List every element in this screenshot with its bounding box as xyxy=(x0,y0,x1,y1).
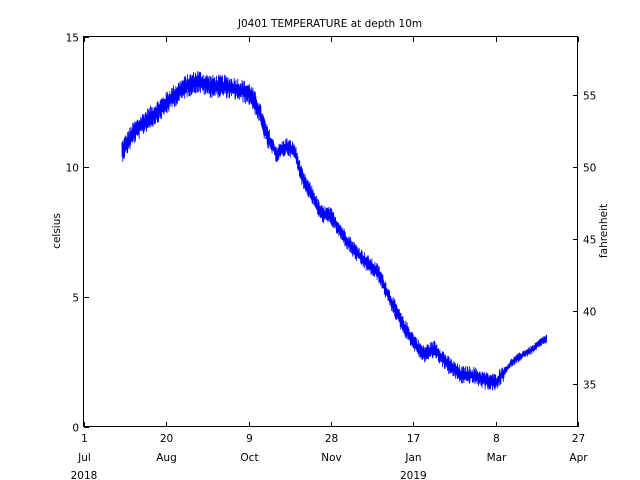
y-tick-label-right: 55 xyxy=(583,91,596,103)
x-tick-label-day: 27 xyxy=(572,433,585,445)
x-tick-label-day: 8 xyxy=(493,433,500,445)
y-tick-label-left: 0 xyxy=(72,423,79,435)
x-tick-label-day: 1 xyxy=(81,433,88,445)
series-line-0 xyxy=(121,71,548,391)
x-tick-label-month: Jan xyxy=(404,452,421,464)
plot-layer xyxy=(121,71,548,391)
y-tick-label-left: 10 xyxy=(66,163,79,175)
x-tick-label-day: 28 xyxy=(325,433,338,445)
y-tick-label-left: 15 xyxy=(66,33,79,45)
x-tick-label-day: 17 xyxy=(407,433,420,445)
x-tick-label-day: 9 xyxy=(246,433,253,445)
y-axis-label-right: fahrenheit xyxy=(598,204,610,258)
x-tick-label-month: Jul xyxy=(77,452,91,464)
x-tick-label-month: Mar xyxy=(487,452,507,464)
plot-frame xyxy=(83,36,578,427)
x-tick-label-month: Apr xyxy=(569,452,588,464)
year-label: 2018 xyxy=(71,470,98,480)
x-tick-label-month: Aug xyxy=(156,452,177,464)
y-tick-label-right: 50 xyxy=(583,163,596,175)
y-axis-label-left: celsius xyxy=(51,213,63,249)
y-tick-label-right: 35 xyxy=(583,380,596,392)
y-tick-label-right: 45 xyxy=(583,235,596,247)
y-tick-label-left: 5 xyxy=(72,293,79,305)
chart-title: J0401 TEMPERATURE at depth 10m xyxy=(237,18,422,30)
year-label: 2019 xyxy=(400,470,427,480)
y-tick-label-right: 40 xyxy=(583,307,596,319)
x-tick-label-day: 20 xyxy=(160,433,173,445)
x-tick-label-month: Oct xyxy=(240,452,258,464)
x-tick-label-month: Nov xyxy=(321,452,342,464)
axis-layer: 1 Jul 20 Aug 9 Oct 28 Nov 17 Jan 8 Mar 27 Apr 2018 2019… xyxy=(66,33,597,480)
